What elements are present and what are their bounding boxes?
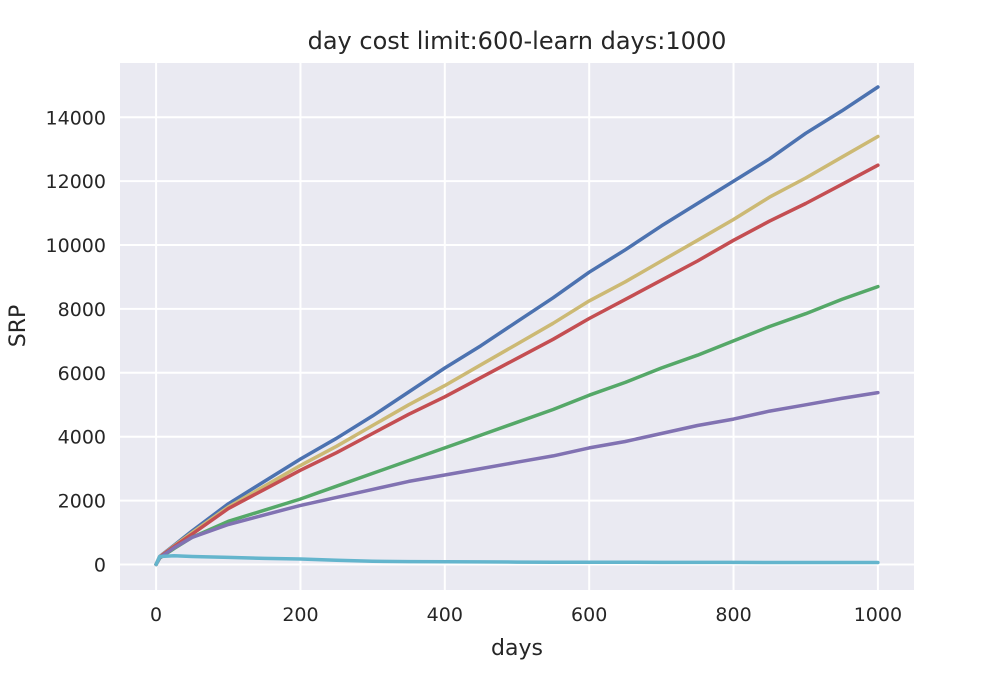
x-tick-label: 200 [282, 604, 318, 626]
x-tick-label: 0 [150, 604, 162, 626]
grid [120, 63, 914, 590]
y-tick-labels: 0 2000 4000 6000 8000 10000 12000 14000 [46, 107, 106, 576]
y-tick-label: 2000 [58, 491, 106, 513]
y-tick-label: 8000 [58, 299, 106, 321]
series-group [154, 85, 880, 567]
y-axis-label: SRP [6, 305, 31, 348]
x-tick-label: 1000 [854, 604, 902, 626]
chart-title: day cost limit:600-learn days:1000 [308, 27, 727, 55]
x-axis-label: days [491, 636, 543, 661]
y-tick-label: 10000 [46, 235, 106, 257]
series-line-4 [154, 284, 880, 567]
series-line-3 [154, 163, 880, 567]
series-line-5 [154, 390, 880, 567]
series-line-1 [154, 85, 880, 567]
x-tick-label: 800 [715, 604, 751, 626]
x-tick-label: 400 [427, 604, 463, 626]
y-tick-label: 12000 [46, 171, 106, 193]
y-tick-label: 14000 [46, 107, 106, 129]
series-line-6 [154, 554, 880, 567]
y-tick-label: 4000 [58, 427, 106, 449]
y-tick-label: 6000 [58, 363, 106, 385]
y-tick-label: 0 [94, 554, 106, 576]
x-tick-label: 600 [571, 604, 607, 626]
x-tick-labels: 0 200 400 600 800 1000 [150, 604, 902, 626]
